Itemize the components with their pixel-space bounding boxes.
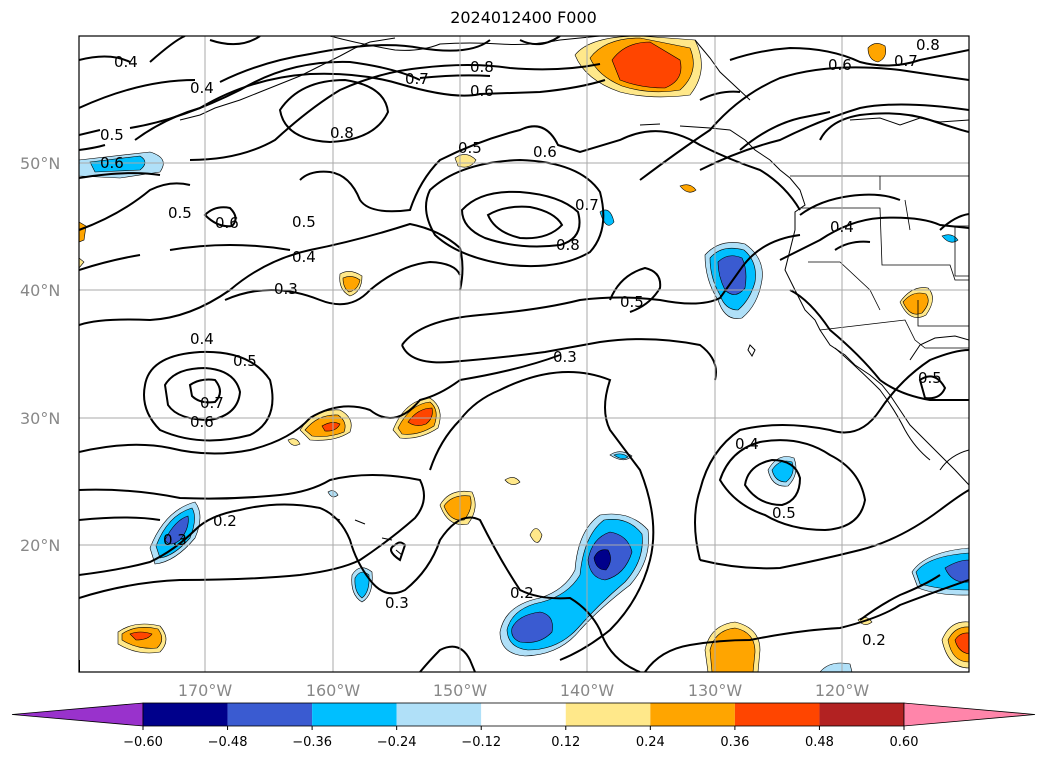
lon-label-130w: 130°W <box>688 681 743 700</box>
gridlines <box>79 36 969 672</box>
contour-label: 0.3 <box>385 594 409 612</box>
colorbar-tick-label: −0.36 <box>292 735 332 750</box>
colorbar-cell <box>650 703 735 726</box>
contour-label: 0.8 <box>916 36 940 54</box>
contour-label: 0.2 <box>213 512 237 530</box>
lon-label-150w: 150°W <box>433 681 488 700</box>
contour-label: 0.6 <box>190 413 214 431</box>
colorbar-cells <box>142 702 905 727</box>
contour-label: 0.4 <box>190 330 214 348</box>
contour-label: 0.6 <box>215 214 239 232</box>
contour-label: 0.5 <box>168 204 192 222</box>
contour-label: 0.5 <box>100 126 124 144</box>
colorbar: −0.60 −0.48 −0.36 −0.24 −0.12 0.12 0.24 0.36 0.4… <box>11 702 1036 750</box>
colorbar-cell <box>565 703 651 726</box>
contour-label: 0.7 <box>894 52 918 70</box>
colorbar-cell <box>734 703 820 726</box>
lon-label-170w: 170°W <box>178 681 233 700</box>
contour-label: 0.5 <box>458 139 482 157</box>
colorbar-extend-left <box>11 702 144 727</box>
lat-label-30n: 30°N <box>20 409 60 428</box>
colorbar-tick-label: −0.48 <box>208 735 248 750</box>
contour-label: 0.7 <box>575 196 599 214</box>
contour-label: 0.2 <box>862 631 886 649</box>
contour-label: 0.8 <box>556 236 580 254</box>
colorbar-cell <box>143 703 228 726</box>
lon-label-160w: 160°W <box>306 681 361 700</box>
contour-label: 0.6 <box>533 143 557 161</box>
colorbar-cell <box>227 703 313 726</box>
contour-label: 0.3 <box>274 280 298 298</box>
colorbar-tick-label: 0.36 <box>720 735 749 750</box>
contour-label: 0.5 <box>620 293 644 311</box>
colorbar-tick-label: 0.12 <box>551 735 580 750</box>
contour-label: 0.3 <box>163 531 187 549</box>
colorbar-tick-label: −0.12 <box>461 735 501 750</box>
contour-label: 0.4 <box>114 53 138 71</box>
lon-label-140w: 140°W <box>560 681 615 700</box>
contour-label: 0.8 <box>330 124 354 142</box>
lat-label-40n: 40°N <box>20 281 60 300</box>
colorbar-cell <box>312 703 397 726</box>
contour-labels: 0.4 0.4 0.5 0.6 0.7 0.8 0.8 0.6 0.5 0.6 … <box>100 36 942 649</box>
map-frame <box>78 35 970 673</box>
political-borders <box>790 175 969 349</box>
contour-label: 0.2 <box>510 584 534 602</box>
contour-label: 0.4 <box>735 435 759 453</box>
contour-label: 0.7 <box>200 394 224 412</box>
colorbar-tick-label: 0.48 <box>805 735 834 750</box>
colorbar-ticks: −0.60 −0.48 −0.36 −0.24 −0.12 0.12 0.24 0.36 0.4… <box>123 726 918 750</box>
contour-label: 0.3 <box>553 348 577 366</box>
contour-label: 0.6 <box>470 82 494 100</box>
lat-label-20n: 20°N <box>20 536 60 555</box>
contour-label: 0.6 <box>100 154 124 172</box>
colorbar-tick-label: 0.24 <box>636 735 665 750</box>
colorbar-extend-right <box>903 702 1036 727</box>
contour-label: 0.5 <box>233 352 257 370</box>
contour-label: 0.4 <box>830 218 854 236</box>
contour-label: 0.5 <box>292 213 316 231</box>
map-plot-area: 0.4 0.4 0.5 0.6 0.7 0.8 0.8 0.6 0.5 0.6 … <box>79 36 969 672</box>
colorbar-tick-label: −0.60 <box>123 735 163 750</box>
coastlines <box>179 36 969 556</box>
colorbar-cell <box>396 703 482 726</box>
colorbar-cell <box>481 703 566 726</box>
latitude-labels: 50°N 40°N 30°N 20°N <box>20 154 60 555</box>
colorbar-tick-label: −0.24 <box>377 735 417 750</box>
colorbar-tick-label: 0.60 <box>890 735 919 750</box>
contour-label: 0.7 <box>405 70 429 88</box>
contour-label: 0.4 <box>190 79 214 97</box>
contour-label: 0.5 <box>918 369 942 387</box>
contour-label: 0.8 <box>470 58 494 76</box>
map-title: 2024012400 F000 <box>450 8 597 27</box>
lon-label-120w: 120°W <box>815 681 870 700</box>
contour-label: 0.6 <box>828 56 852 74</box>
colorbar-cell <box>819 703 904 726</box>
lat-label-50n: 50°N <box>20 154 60 173</box>
contour-label: 0.5 <box>772 504 796 522</box>
contour-label: 0.4 <box>292 248 316 266</box>
longitude-labels: 170°W 160°W 150°W 140°W 130°W 120°W <box>178 681 870 700</box>
